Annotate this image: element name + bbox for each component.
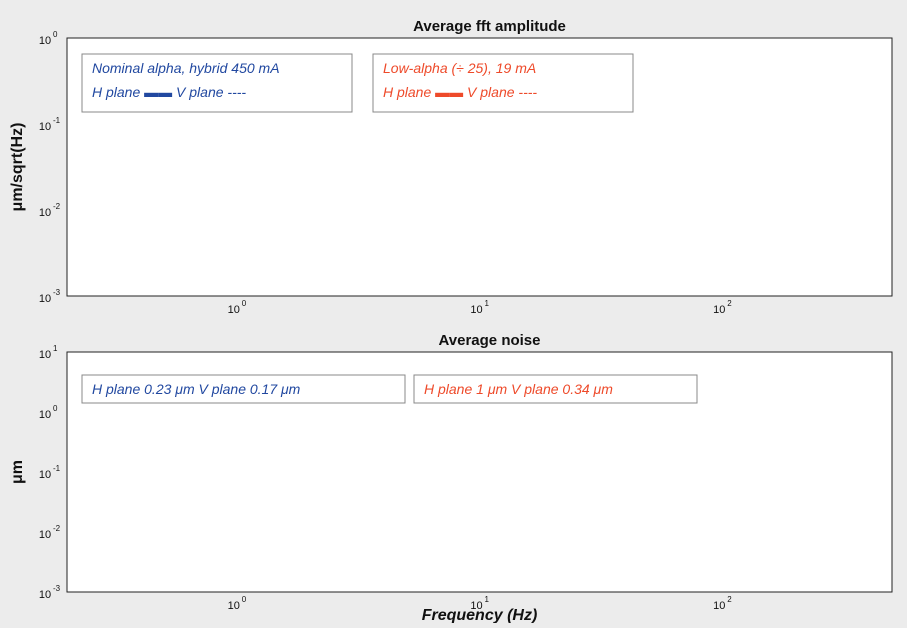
x-tick-label: 10: [228, 304, 240, 316]
x-tick-exponent: 1: [485, 299, 490, 308]
x-tick-label: 10: [713, 600, 725, 612]
y-tick-label: 10: [39, 409, 51, 421]
y-axis-label: μm: [9, 460, 26, 484]
legend-text: H plane 0.23 μm V plane 0.17 μm: [92, 381, 301, 397]
x-tick-label: 10: [470, 304, 482, 316]
legend-2: H plane 1 μm V plane 0.34 μm: [413, 374, 698, 404]
y-tick-exponent: 1: [53, 344, 58, 353]
y-tick-label: 10: [39, 469, 51, 481]
legend-text: H plane 1 μm V plane 0.34 μm: [424, 381, 613, 397]
y-tick-exponent: 0: [53, 30, 58, 39]
legend-box: [413, 374, 698, 404]
x-axis-label: Frequency (Hz): [422, 607, 538, 623]
x-tick-label: 10: [470, 600, 482, 612]
y-tick-label: 10: [39, 35, 51, 47]
chart-title: Average fft amplitude: [413, 18, 566, 35]
y-tick-exponent: -3: [53, 584, 61, 593]
legend-1: H plane 0.23 μm V plane 0.17 μm: [81, 374, 406, 404]
y-tick-label: 10: [39, 349, 51, 361]
y-tick-label: 10: [39, 207, 51, 219]
y-tick-exponent: -1: [53, 116, 61, 125]
x-tick-label: 10: [713, 304, 725, 316]
legend-text: Low-alpha (÷ 25), 19 mA: [383, 60, 536, 76]
legend-1: Nominal alpha, hybrid 450 mA H plane ▬▬ V…: [81, 53, 353, 113]
chart-panel-1: Average fft amplitudeμm/sqrt(Hz)10010110…: [9, 18, 893, 316]
legend-box: [81, 53, 353, 113]
y-tick-label: 10: [39, 121, 51, 133]
legend-text: H plane ▬▬ V plane ----: [383, 84, 537, 100]
x-tick-label: 10: [228, 600, 240, 612]
legend-box: [372, 53, 634, 113]
legend-2: Low-alpha (÷ 25), 19 mA H plane ▬▬ V plan…: [372, 53, 634, 113]
y-tick-exponent: -1: [53, 464, 61, 473]
x-tick-exponent: 2: [727, 595, 732, 604]
x-tick-exponent: 1: [485, 595, 490, 604]
y-tick-exponent: 0: [53, 404, 58, 413]
legend-text: Nominal alpha, hybrid 450 mA: [92, 60, 280, 76]
y-tick-exponent: -2: [53, 524, 61, 533]
y-tick-label: 10: [39, 589, 51, 601]
y-tick-label: 10: [39, 293, 51, 305]
x-tick-exponent: 0: [242, 299, 247, 308]
y-tick-exponent: -3: [53, 288, 61, 297]
x-tick-exponent: 2: [727, 299, 732, 308]
legend-box: [81, 374, 406, 404]
y-axis-label: μm/sqrt(Hz): [9, 123, 26, 212]
chart-title: Average noise: [439, 332, 541, 349]
legend-text: H plane ▬▬ V plane ----: [92, 84, 246, 100]
y-tick-label: 10: [39, 529, 51, 541]
y-tick-exponent: -2: [53, 202, 61, 211]
x-tick-exponent: 0: [242, 595, 247, 604]
